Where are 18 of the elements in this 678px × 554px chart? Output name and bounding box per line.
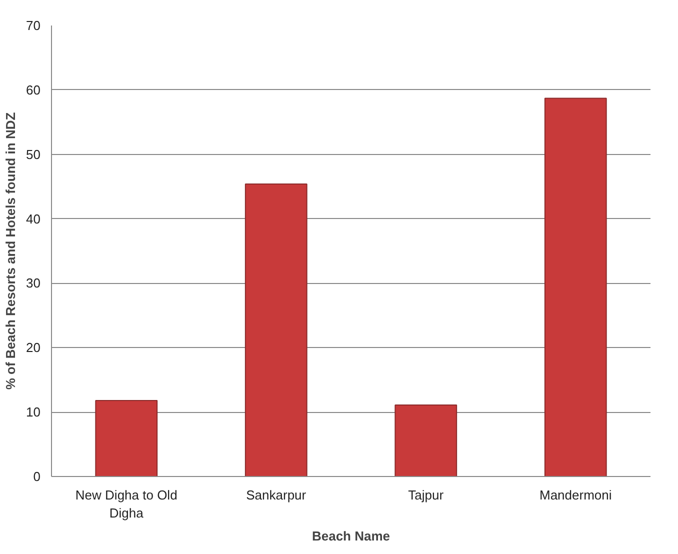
y-axis-title: % of Beach Resorts and Hotels found in NDZ bbox=[3, 112, 18, 390]
bar bbox=[394, 404, 458, 476]
bar bbox=[544, 98, 607, 476]
x-axis-title: Beach Name bbox=[312, 528, 390, 544]
x-tick-label: Mandermoni bbox=[539, 488, 612, 502]
y-tick-label: 0 bbox=[33, 469, 41, 484]
bar bbox=[244, 183, 308, 476]
y-tick-label: 10 bbox=[26, 404, 41, 420]
x-tick-label: Sankarpur bbox=[246, 488, 307, 502]
y-tick-label: 30 bbox=[26, 276, 41, 291]
y-tick-label: 20 bbox=[26, 340, 41, 356]
y-tick-label: 70 bbox=[26, 18, 41, 33]
y-tick-label: 50 bbox=[26, 146, 41, 162]
x-tick-label: New Digha to Old Digha bbox=[75, 488, 178, 520]
y-tick-label: 60 bbox=[26, 82, 41, 98]
y-tick-label: 40 bbox=[26, 211, 41, 226]
bar bbox=[95, 400, 158, 476]
x-tick-label: Tajpur bbox=[408, 488, 444, 502]
